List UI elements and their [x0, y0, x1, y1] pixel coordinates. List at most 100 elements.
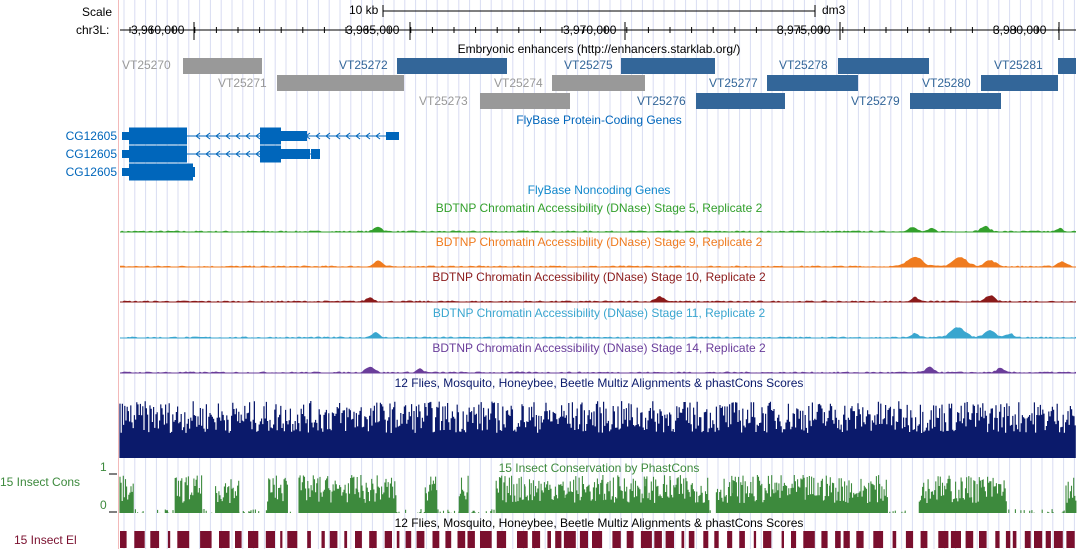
enhancer-feature: [397, 58, 507, 74]
transcript-label[interactable]: CG12605: [65, 165, 117, 179]
exon: [122, 150, 129, 158]
conserved-element: [321, 531, 325, 548]
exon: [260, 127, 281, 145]
conserved-element: [547, 531, 551, 548]
track-title-enhancers[interactable]: Embryonic enhancers (http://enhancers.st…: [457, 42, 741, 56]
enhancer-feature: [696, 93, 785, 109]
conserved-element: [1053, 531, 1063, 548]
enhancer-label[interactable]: VT25271: [218, 76, 267, 90]
track-title-dnase-stage10[interactable]: BDTNP Chromatin Accessibility (DNase) St…: [432, 270, 766, 284]
strand-arrow: [355, 132, 361, 140]
track-title-dnase-stage9[interactable]: BDTNP Chromatin Accessibility (DNase) St…: [435, 235, 763, 249]
conserved-element: [763, 531, 772, 548]
transcript-label[interactable]: CG12605: [65, 147, 117, 161]
dnase-signal: [120, 225, 1076, 232]
strand-arrow: [255, 132, 261, 140]
phastcons-left-label[interactable]: 15 Insect Cons: [0, 475, 81, 489]
exon: [260, 145, 281, 163]
conserved-element: [467, 531, 475, 548]
enhancer-label[interactable]: VT25280: [922, 76, 971, 90]
conserved-element: [843, 531, 850, 548]
conserved-element: [995, 531, 1000, 548]
exon: [311, 149, 320, 159]
exon: [281, 149, 310, 159]
strand-arrow: [215, 132, 221, 140]
track-title-genes[interactable]: FlyBase Protein-Coding Genes: [516, 113, 682, 127]
enhancer-label[interactable]: VT25272: [339, 58, 388, 72]
phastcons-axis-max: 1: [100, 460, 107, 474]
strand-arrow: [245, 132, 251, 140]
exon: [122, 168, 129, 176]
enhancer-label[interactable]: VT25273: [419, 94, 468, 108]
dnase-signal: [120, 256, 1076, 267]
conserved-element: [287, 531, 298, 548]
conserved-element: [416, 531, 425, 548]
strand-arrow: [315, 132, 321, 140]
elements-left-label[interactable]: 15 Insect El: [14, 533, 77, 547]
enhancer-label[interactable]: VT25278: [779, 58, 828, 72]
strand-arrow: [195, 132, 201, 140]
enhancer-feature: [277, 75, 404, 91]
enhancer-label[interactable]: VT25275: [564, 58, 613, 72]
track-title-dnase-stage5[interactable]: BDTNP Chromatin Accessibility (DNase) St…: [435, 201, 763, 215]
ruler-tick-label: 3,980,000: [993, 23, 1047, 37]
conserved-element: [727, 531, 733, 548]
enhancer-label[interactable]: VT25279: [851, 94, 900, 108]
strand-arrow: [225, 132, 231, 140]
enhancer-label[interactable]: VT25276: [637, 94, 686, 108]
enhancer-label[interactable]: VT25281: [994, 58, 1043, 72]
strand-arrow: [205, 150, 211, 158]
dnase-signal: [120, 327, 1076, 338]
track-title-dnase-stage11[interactable]: BDTNP Chromatin Accessibility (DNase) St…: [432, 306, 766, 320]
conserved-element: [563, 531, 576, 548]
conserved-element: [856, 531, 864, 548]
conserved-element: [405, 531, 412, 548]
strand-arrow: [325, 132, 331, 140]
strand-arrow: [365, 132, 371, 140]
enhancer-feature: [480, 93, 570, 109]
track-title-dnase-stage14[interactable]: BDTNP Chromatin Accessibility (DNase) St…: [432, 341, 766, 355]
ruler-tick-label: 3,960,000: [131, 23, 185, 37]
conserved-element: [592, 531, 603, 548]
track-title-elements[interactable]: 12 Flies, Mosquito, Honeybee, Beetle Mul…: [394, 516, 804, 530]
strand-arrow: [235, 132, 241, 140]
conserved-element: [979, 531, 987, 548]
conserved-element: [120, 531, 127, 548]
conserved-element: [265, 531, 275, 548]
scale-label: Scale: [82, 5, 113, 19]
enhancer-feature: [552, 75, 645, 91]
conserved-element: [791, 531, 797, 548]
conserved-element: [892, 531, 897, 548]
assembly-label: dm3: [822, 3, 846, 17]
conserved-element: [177, 531, 190, 548]
strand-arrow: [335, 132, 341, 140]
track-title-noncoding[interactable]: FlyBase Noncoding Genes: [527, 183, 671, 197]
track-title-phastcons[interactable]: 15 Insect Conservation by PhastCons: [498, 461, 700, 475]
conserved-element: [1024, 531, 1031, 548]
conserved-element: [781, 531, 784, 548]
transcript-label[interactable]: CG12605: [65, 129, 117, 143]
conserved-element: [965, 531, 974, 548]
conserved-element: [496, 531, 507, 548]
conserved-element: [714, 531, 719, 548]
scale-bar-label: 10 kb: [349, 3, 379, 17]
strand-arrow: [225, 150, 231, 158]
conserved-element: [280, 531, 283, 548]
conserved-element: [445, 531, 452, 548]
conserved-element: [739, 531, 745, 548]
enhancer-label[interactable]: VT25270: [122, 58, 171, 72]
conserved-element: [532, 531, 541, 548]
enhancer-label[interactable]: VT25274: [494, 76, 543, 90]
enhancer-feature: [621, 58, 715, 74]
conserved-element: [219, 531, 230, 548]
conserved-element: [150, 531, 160, 548]
track-title-multiz[interactable]: 12 Flies, Mosquito, Honeybee, Beetle Mul…: [394, 376, 804, 390]
enhancer-feature: [183, 58, 262, 74]
enhancer-label[interactable]: VT25277: [709, 76, 758, 90]
conserved-element: [1066, 531, 1075, 548]
dnase-signal: [120, 366, 1076, 373]
conserved-element: [626, 531, 634, 548]
conserved-element: [235, 531, 242, 548]
